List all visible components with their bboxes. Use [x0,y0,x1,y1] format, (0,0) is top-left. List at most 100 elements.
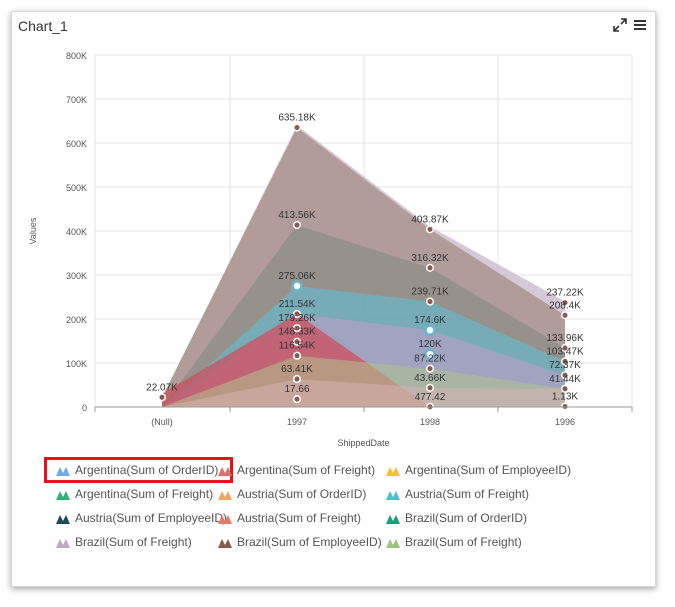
legend-label: Argentina(Sum of Freight) [237,463,376,477]
legend-highlight-box [44,457,233,483]
legend-label: Brazil(Sum of OrderID) [405,511,528,525]
triangle-marker-icon [386,514,400,524]
data-label: 103.47K [546,346,584,357]
data-label: 403.87K [411,214,449,225]
data-labels: 22.07K 635.18K 413.56K 275.06K 211.54K 179.26… [146,113,584,403]
data-label: 87.22K [414,354,446,365]
y-tick-label: 100K [66,359,87,369]
area-series [162,125,565,408]
data-marker [157,393,167,402]
data-label: 179.26K [278,313,316,324]
legend-label: Argentina(Sum of OrderID) [75,463,219,477]
data-marker [560,371,570,380]
data-marker [292,375,302,384]
legend-label: Brazil(Sum of Freight) [405,535,522,549]
data-marker [292,324,302,333]
data-label: 63.41K [281,364,313,375]
legend-item[interactable]: Brazil(Sum of EmployeeID) [218,535,382,549]
data-label: 43.66K [414,373,446,384]
hamburger-menu-icon[interactable] [633,18,647,32]
data-label: 237.22K [546,288,584,299]
legend-item[interactable]: Brazil(Sum of Freight) [386,535,522,549]
data-marker [560,384,570,393]
data-marker [425,297,435,306]
legend-label: Argentina(Sum of EmployeeID) [405,463,572,477]
data-marker [560,311,570,320]
legend-label: Brazil(Sum of Freight) [75,535,192,549]
data-marker [425,263,435,272]
legend-label: Austria(Sum of EmployeeID) [75,511,228,525]
triangle-marker-icon [218,466,232,476]
legend-item[interactable]: Austria(Sum of Freight) [218,511,361,525]
y-tick-label: 800K [66,51,87,61]
data-marker [424,348,436,360]
data-label: 208.4K [549,300,581,311]
data-label: 477.42 [415,392,446,403]
data-label: 174.6K [414,315,446,326]
legend-item[interactable]: Argentina(Sum of EmployeeID) [386,463,571,477]
data-marker [291,280,303,292]
y-tick-label: 200K [66,315,87,325]
legend-label: Brazil(Sum of EmployeeID) [237,535,382,549]
data-marker [425,364,435,373]
x-tick-label: 1998 [420,417,440,427]
data-marker [292,351,302,360]
legend-item[interactable]: Argentina(Sum of Freight) [56,487,213,501]
legend-item[interactable]: Argentina(Sum of Freight) [218,463,375,477]
data-marker [425,225,435,234]
data-label: 1.13K [552,392,578,403]
legend-item[interactable]: Brazil(Sum of Freight) [56,535,192,549]
x-tick-label: (Null) [151,417,173,427]
data-label: 239.71K [411,287,449,298]
triangle-marker-icon [56,538,70,548]
data-marker [292,395,302,404]
legend-item[interactable]: Brazil(Sum of OrderID) [386,511,527,525]
data-marker [560,357,570,366]
legend-item[interactable]: Argentina(Sum of OrderID) [56,463,218,477]
triangle-marker-icon [56,514,70,524]
data-label: 413.56K [278,210,316,221]
data-label: 116.54K [279,341,316,352]
data-label: 148.33K [278,327,316,338]
data-label: 133.96K [546,333,584,344]
y-axis-title: Values [28,217,38,244]
legend-label: Austria(Sum of OrderID) [237,487,367,501]
data-marker [292,337,302,346]
area-series-7 [162,379,565,407]
x-tick-label: 1996 [555,417,575,427]
data-marker [560,298,570,307]
y-tick-label: 300K [66,271,87,281]
triangle-marker-icon [386,538,400,548]
data-label: 316.32K [411,253,449,264]
data-marker [560,344,570,353]
data-label: 17.66 [284,384,309,395]
data-markers [157,123,570,411]
chart-title: Chart_1 [18,18,68,34]
chart-card: Chart_1 22.07K 635.18K 413.56K 275.06K 211.5… [11,11,656,587]
legend-label: Argentina(Sum of Freight) [75,487,214,501]
data-label: 120K [418,339,442,350]
expand-icon[interactable] [613,18,627,32]
area-chart: 22.07K 635.18K 413.56K 275.06K 211.54K 179.26… [28,51,633,448]
legend-item[interactable]: Austria(Sum of EmployeeID) [56,511,227,525]
triangle-marker-icon [218,490,232,500]
y-tick-label: 500K [66,183,87,193]
triangle-marker-icon [56,490,70,500]
triangle-marker-icon [386,490,400,500]
chart-legend: Argentina(Sum of OrderID) Argentina(Sum o… [56,459,636,571]
legend-label: Austria(Sum of Freight) [405,487,530,501]
data-marker [424,324,436,336]
data-label: 211.54K [279,299,316,310]
triangle-marker-icon [386,466,400,476]
data-marker [292,309,302,318]
data-marker [425,383,435,392]
axes: 0 100K 200K 300K 400K 500K 600K 700K 800K (Null) 1… [28,51,633,448]
triangle-marker-icon [56,466,70,476]
data-label: 72.37K [549,360,581,371]
triangle-marker-icon [218,514,232,524]
legend-item[interactable]: Austria(Sum of OrderID) [218,487,366,501]
legend-item[interactable]: Austria(Sum of Freight) [386,487,529,501]
data-marker [292,220,302,230]
y-tick-label: 600K [66,139,87,149]
data-marker [292,123,302,132]
